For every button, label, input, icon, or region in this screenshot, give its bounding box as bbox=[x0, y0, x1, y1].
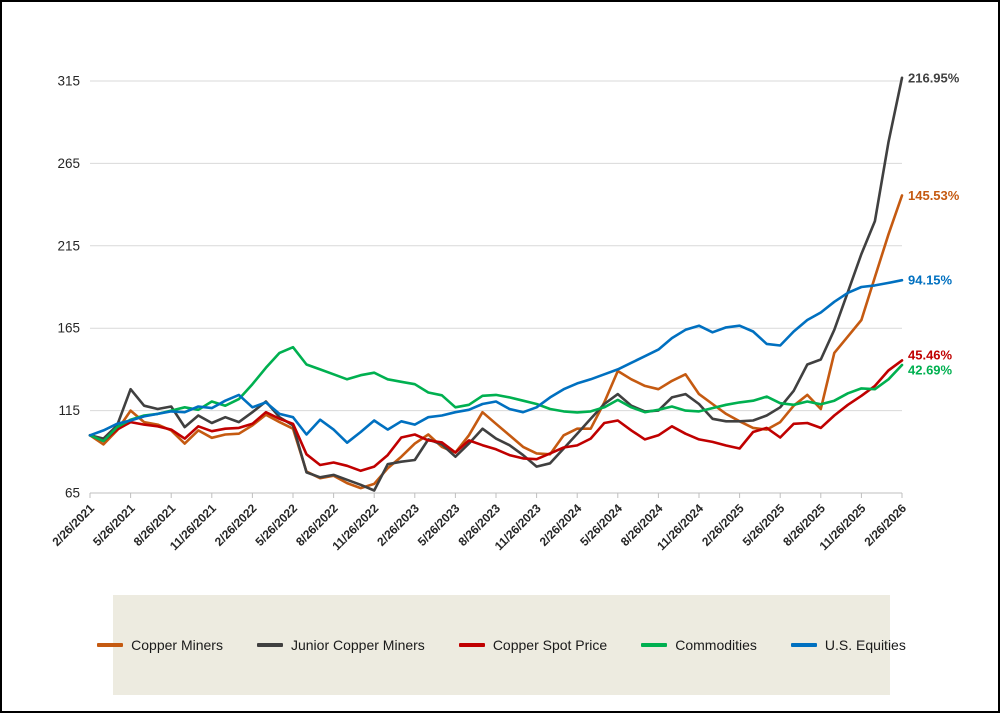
x-axis-label: 5/26/2022 bbox=[252, 501, 300, 549]
x-axis-label: 2/26/2024 bbox=[537, 501, 585, 549]
legend-label-copper-spot-price: Copper Spot Price bbox=[492, 637, 608, 653]
legend-swatch-commodities bbox=[641, 643, 668, 647]
series-end-label-copper-spot-price: 45.46% bbox=[908, 348, 953, 363]
legend-item-us-equities: U.S. Equities bbox=[790, 637, 906, 653]
legend-label-us-equities: U.S. Equities bbox=[824, 637, 906, 653]
legend-item-copper-miners: Copper Miners bbox=[97, 637, 223, 653]
legend-swatch-junior-copper-miners bbox=[256, 643, 283, 647]
series-line-u-s-equities bbox=[88, 278, 904, 445]
legend-swatch-copper-spot-price bbox=[458, 643, 485, 647]
series-end-label-copper-miners: 145.53% bbox=[908, 188, 960, 203]
y-axis-label: 315 bbox=[57, 74, 80, 89]
series-line-copper-miners bbox=[88, 194, 904, 490]
y-axis-label: 215 bbox=[57, 238, 80, 253]
series-line-junior-copper-miners bbox=[88, 76, 904, 492]
x-axis-label: 2/26/2025 bbox=[699, 501, 747, 549]
x-axis-label: 5/26/2024 bbox=[577, 501, 625, 549]
legend-label-copper-miners: Copper Miners bbox=[131, 637, 223, 653]
series-line-commodities bbox=[88, 345, 904, 443]
chart-legend: Copper Miners Junior Copper Miners Coppe… bbox=[97, 595, 906, 695]
x-axis-label: 5/26/2021 bbox=[90, 501, 138, 549]
legend-swatch-us-equities bbox=[790, 643, 817, 647]
chart-canvas: 651151652152653152/26/20215/26/20218/26/… bbox=[49, 70, 960, 553]
y-axis-label: 65 bbox=[65, 486, 80, 501]
x-axis-label: 2/26/2026 bbox=[861, 501, 909, 549]
series-end-label-junior-copper-miners: 216.95% bbox=[908, 70, 960, 85]
y-axis-label: 115 bbox=[58, 403, 80, 418]
legend-item-copper-spot-price: Copper Spot Price bbox=[458, 637, 608, 653]
y-axis-label: 265 bbox=[57, 156, 80, 171]
y-axis-label: 165 bbox=[57, 321, 80, 336]
x-axis-label: 2/26/2021 bbox=[49, 501, 97, 549]
legend-label-commodities: Commodities bbox=[675, 637, 757, 653]
x-axis-label: 2/26/2022 bbox=[212, 501, 260, 549]
x-axis-label: 5/26/2023 bbox=[415, 501, 463, 549]
series-line-copper-spot-price bbox=[88, 359, 904, 473]
x-axis-label: 5/26/2025 bbox=[740, 501, 788, 549]
series-end-label-commodities: 42.69% bbox=[908, 363, 953, 378]
legend-item-junior-copper-miners: Junior Copper Miners bbox=[256, 637, 425, 653]
legend-swatch-copper-miners bbox=[97, 643, 124, 647]
legend-label-junior-copper-miners: Junior Copper Miners bbox=[290, 637, 425, 653]
x-axis-label: 2/26/2023 bbox=[374, 501, 422, 549]
legend-item-commodities: Commodities bbox=[641, 637, 757, 653]
series-end-label-u-s-equities: 94.15% bbox=[908, 273, 953, 288]
